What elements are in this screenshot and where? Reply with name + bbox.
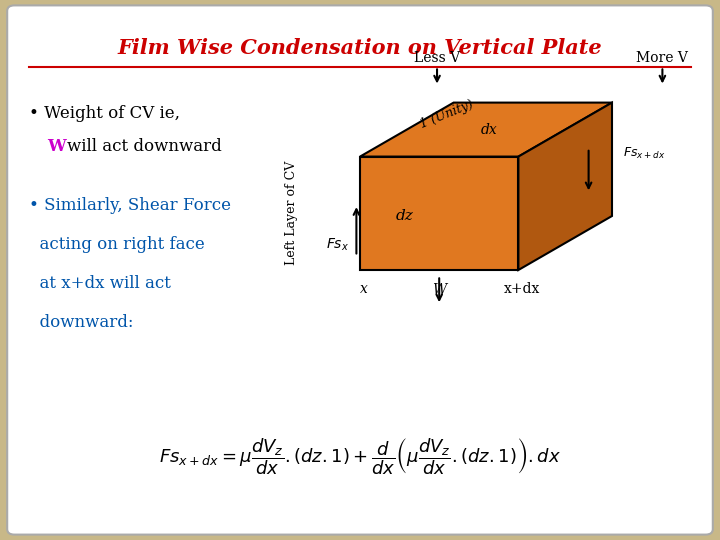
- Text: x+dx: x+dx: [504, 282, 540, 296]
- Text: will act downward: will act downward: [67, 138, 222, 154]
- Polygon shape: [360, 103, 612, 157]
- Text: $Fs_{x+dx} = \mu\dfrac{dV_z}{dx}.(dz.1) + \dfrac{d}{dx}\left(\mu\dfrac{dV_z}{dx}: $Fs_{x+dx} = \mu\dfrac{dV_z}{dx}.(dz.1) …: [159, 436, 561, 477]
- Text: at x+dx will act: at x+dx will act: [29, 275, 171, 292]
- Text: W: W: [432, 284, 446, 298]
- Text: Left Layer of CV: Left Layer of CV: [285, 161, 298, 266]
- Polygon shape: [518, 103, 612, 270]
- Text: dz: dz: [395, 208, 413, 222]
- Text: Film Wise Condensation on Vertical Plate: Film Wise Condensation on Vertical Plate: [117, 38, 603, 58]
- Text: W: W: [47, 138, 66, 154]
- Text: • Weight of CV ie,: • Weight of CV ie,: [29, 105, 180, 122]
- Text: 1 (Unity): 1 (Unity): [418, 98, 475, 131]
- Text: • Similarly, Shear Force: • Similarly, Shear Force: [29, 197, 231, 214]
- Text: Less V: Less V: [414, 51, 460, 65]
- Text: downward:: downward:: [29, 314, 133, 330]
- Text: acting on right face: acting on right face: [29, 236, 204, 253]
- Text: $Fs_x$: $Fs_x$: [326, 237, 349, 253]
- Text: x: x: [360, 282, 367, 296]
- Polygon shape: [360, 157, 518, 270]
- Text: dx: dx: [481, 123, 498, 137]
- Text: $Fs_{x+dx}$: $Fs_{x+dx}$: [623, 146, 665, 161]
- Text: More V: More V: [636, 51, 688, 65]
